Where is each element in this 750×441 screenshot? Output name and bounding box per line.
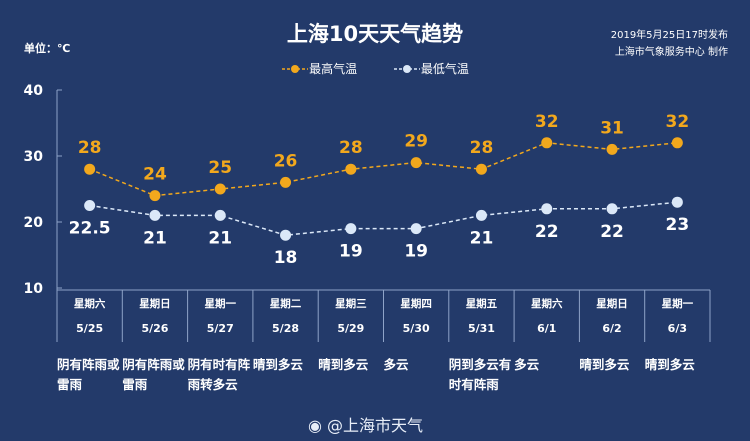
- low-temp-point: [410, 223, 422, 235]
- low-temp-point: [671, 196, 683, 208]
- weekday-label: 星期一: [205, 297, 237, 310]
- low-temp-point: [280, 229, 292, 241]
- weather-description: 阴有阵雨或雷雨: [57, 357, 120, 392]
- weather-description: 晴到多云: [579, 357, 630, 372]
- low-temp-point: [84, 200, 96, 211]
- weekday-label: 星期一: [662, 297, 694, 310]
- date-label: 5/27: [207, 322, 234, 335]
- low-temp-label: 22: [535, 222, 559, 242]
- date-label: 5/30: [403, 322, 430, 335]
- high-temp-label: 28: [470, 138, 494, 158]
- low-temp-point: [541, 203, 553, 215]
- low-temp-point: [475, 209, 487, 221]
- weekday-label: 星期四: [400, 297, 432, 310]
- date-label: 6/2: [602, 322, 621, 335]
- weather-description: 晴到多云: [318, 357, 369, 372]
- high-temp-label: 29: [404, 132, 428, 152]
- low-temp-label: 21: [143, 228, 167, 248]
- weather-description: 多云: [514, 357, 540, 372]
- high-temp-label: 32: [666, 112, 690, 132]
- y-tick-label: 30: [24, 149, 44, 165]
- y-tick-label: 40: [24, 83, 44, 99]
- high-temp-label: 25: [208, 158, 232, 178]
- date-label: 5/29: [337, 322, 364, 335]
- publish-time: 2019年5月25日17时发布: [610, 30, 728, 41]
- producer: 上海市气象服务中心 制作: [614, 47, 728, 58]
- high-temp-line: [89, 142, 678, 197]
- weekday-label: 星期六: [74, 297, 106, 310]
- date-label: 5/26: [141, 322, 168, 335]
- date-label: 5/28: [272, 322, 299, 335]
- weekday-label: 星期三: [335, 297, 367, 310]
- high-temp-point: [606, 143, 618, 155]
- weibo-icon: ◉: [308, 416, 328, 435]
- y-tick-label: 20: [24, 215, 44, 231]
- low-temp-point: [345, 223, 357, 235]
- high-temp-label: 26: [274, 151, 298, 171]
- high-temp-point: [541, 137, 553, 149]
- weather-description: 阴有时有阵雨转多云: [187, 357, 251, 392]
- high-temp-label: 28: [339, 138, 363, 158]
- legend-low-marker: [393, 64, 420, 73]
- high-temp-label: 31: [600, 118, 624, 138]
- legend-low-label: 最低气温: [420, 62, 469, 76]
- date-label: 5/25: [76, 322, 103, 335]
- chart-title: 上海10天天气趋势: [286, 22, 464, 46]
- legend-high-label: 最高气温: [309, 62, 358, 76]
- weekday-label: 星期日: [139, 297, 171, 310]
- low-temp-point: [149, 209, 161, 221]
- high-temp-point: [84, 163, 96, 175]
- weekday-label: 星期日: [596, 297, 628, 310]
- low-temp-label: 19: [339, 242, 363, 262]
- weather-description: 晴到多云: [252, 357, 303, 372]
- low-temp-label: 21: [470, 228, 494, 248]
- low-temp-label: 19: [404, 242, 428, 262]
- low-temp-point: [606, 203, 618, 215]
- low-temp-label: 22: [600, 222, 624, 242]
- unit-label: 单位：℃: [24, 42, 71, 55]
- weekday-label: 星期五: [466, 297, 498, 310]
- high-temp-point: [410, 157, 422, 169]
- legend-low: 最低气温: [393, 60, 469, 77]
- watermark: ◉ @上海市天气: [308, 416, 424, 435]
- high-temp-point: [475, 163, 487, 175]
- weather-description: 阴到多云有时有阵雨: [448, 357, 512, 392]
- low-temp-label: 23: [666, 215, 690, 235]
- low-temp-label: 22.5: [69, 219, 111, 239]
- high-temp-label: 28: [78, 138, 102, 158]
- publish-info: 2019年5月25日17时发布 上海市气象服务中心 制作: [611, 27, 728, 61]
- high-temp-point: [280, 176, 292, 188]
- low-temp-point: [214, 209, 226, 221]
- date-label: 6/3: [668, 322, 687, 335]
- low-temp-line: [89, 201, 678, 236]
- weekday-label: 星期六: [531, 297, 563, 310]
- y-tick-label: 10: [24, 281, 44, 297]
- high-temp-label: 32: [535, 112, 559, 132]
- weekday-label: 星期二: [270, 297, 302, 310]
- date-label: 6/1: [537, 322, 556, 335]
- high-temp-label: 24: [143, 165, 167, 185]
- high-temp-point: [149, 190, 161, 202]
- low-temp-label: 18: [274, 248, 298, 268]
- weather-description: 晴到多云: [644, 357, 695, 372]
- high-temp-point: [671, 137, 683, 149]
- weather-description: 阴有阵雨或雷雨: [122, 357, 185, 392]
- legend-high-marker: [282, 64, 309, 73]
- legend: 最高气温 最低气温: [0, 60, 750, 77]
- date-label: 5/31: [468, 322, 495, 335]
- high-temp-point: [214, 183, 226, 195]
- legend-high: 最高气温: [281, 60, 357, 77]
- low-temp-label: 21: [208, 228, 232, 248]
- weather-description: 多云: [383, 357, 409, 372]
- high-temp-point: [345, 163, 357, 175]
